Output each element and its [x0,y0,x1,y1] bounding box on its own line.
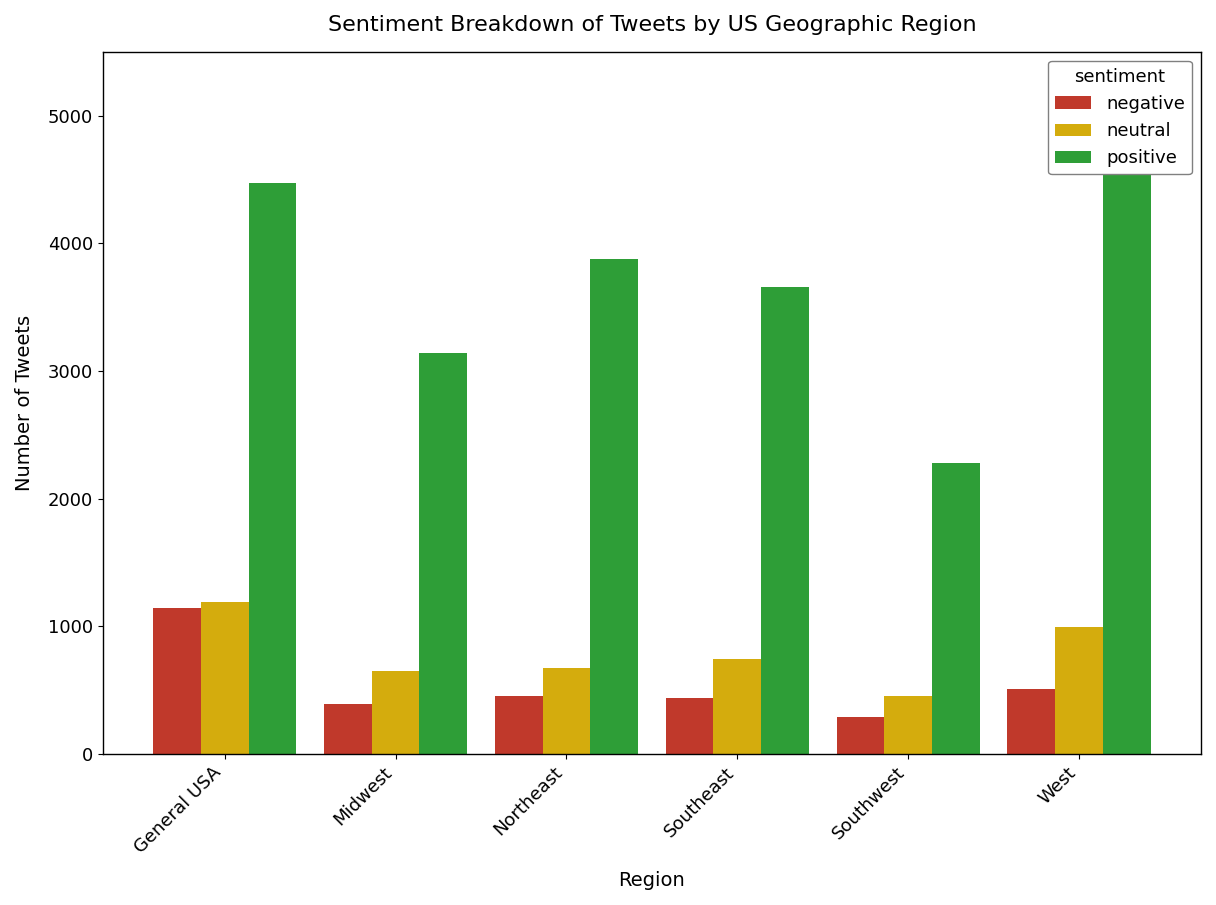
Bar [1055,627,1103,754]
Bar [420,353,467,754]
Bar [201,602,248,754]
Legend: negative, neutral, positive: negative, neutral, positive [1048,61,1192,175]
Bar [1008,689,1055,754]
Bar [933,462,980,754]
Bar [495,696,542,754]
Bar [761,287,809,754]
Bar [837,717,884,754]
Y-axis label: Number of Tweets: Number of Tweets [15,315,34,491]
Bar [1103,99,1152,754]
Bar [323,704,372,754]
Title: Sentiment Breakdown of Tweets by US Geographic Region: Sentiment Breakdown of Tweets by US Geog… [327,15,976,35]
X-axis label: Region: Region [619,871,686,890]
Bar [542,668,591,754]
Bar [248,184,297,754]
Bar [714,660,761,754]
Bar [153,608,201,754]
Bar [372,671,420,754]
Bar [665,699,714,754]
Bar [884,696,933,754]
Bar [591,259,638,754]
